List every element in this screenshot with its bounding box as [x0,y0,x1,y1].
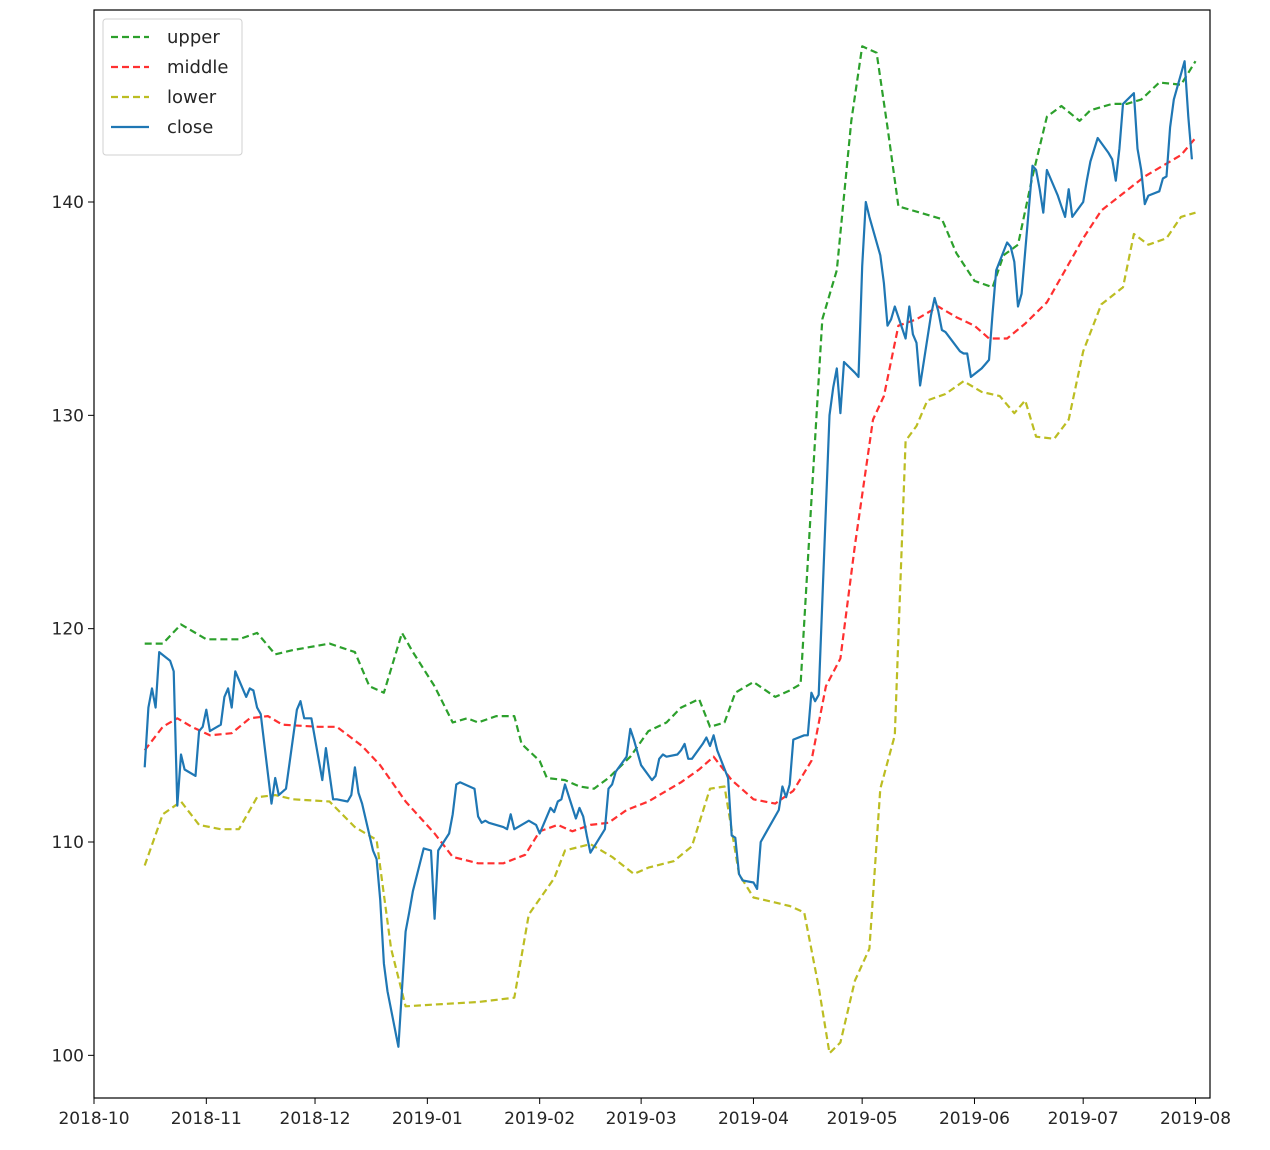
y-tick-label: 100 [52,1046,84,1066]
y-tick-label: 110 [52,833,84,853]
y-tick-label: 130 [52,406,84,426]
legend-label-lower: lower [167,87,217,108]
x-tick-label: 2019-07 [1048,1109,1119,1129]
x-tick-label: 2019-08 [1160,1109,1231,1129]
x-tick-label: 2018-12 [280,1109,351,1129]
plot-frame [93,9,1211,1099]
x-tick-label: 2018-11 [171,1109,242,1129]
series-line-middle [143,137,1197,865]
y-axis: 100 110 120 130 140 [52,193,94,1066]
x-tick-label: 2019-05 [827,1109,898,1129]
series-line-close [143,60,1193,1048]
x-tick-label: 2018-10 [58,1109,129,1129]
legend: upper middle lower close [102,18,243,156]
series-layer [143,45,1197,1055]
x-tick-label: 2019-03 [606,1109,677,1129]
legend-label-middle: middle [167,57,228,78]
series-line-lower [143,211,1196,1055]
x-axis: 2018-10 2018-11 2018-12 2019-01 2019-02 2019-… [58,1098,1231,1129]
plot-area-background [94,10,1210,1098]
legend-label-upper: upper [167,27,220,48]
legend-label-close: close [167,117,213,138]
y-tick-label: 140 [52,193,84,213]
x-tick-label: 2019-06 [939,1109,1010,1129]
y-tick-label: 120 [52,620,84,640]
series-line-upper [144,45,1197,790]
legend-box [102,18,243,156]
x-tick-label: 2019-04 [718,1109,789,1129]
x-tick-label: 2019-01 [392,1109,463,1129]
x-tick-label: 2019-02 [504,1109,575,1129]
